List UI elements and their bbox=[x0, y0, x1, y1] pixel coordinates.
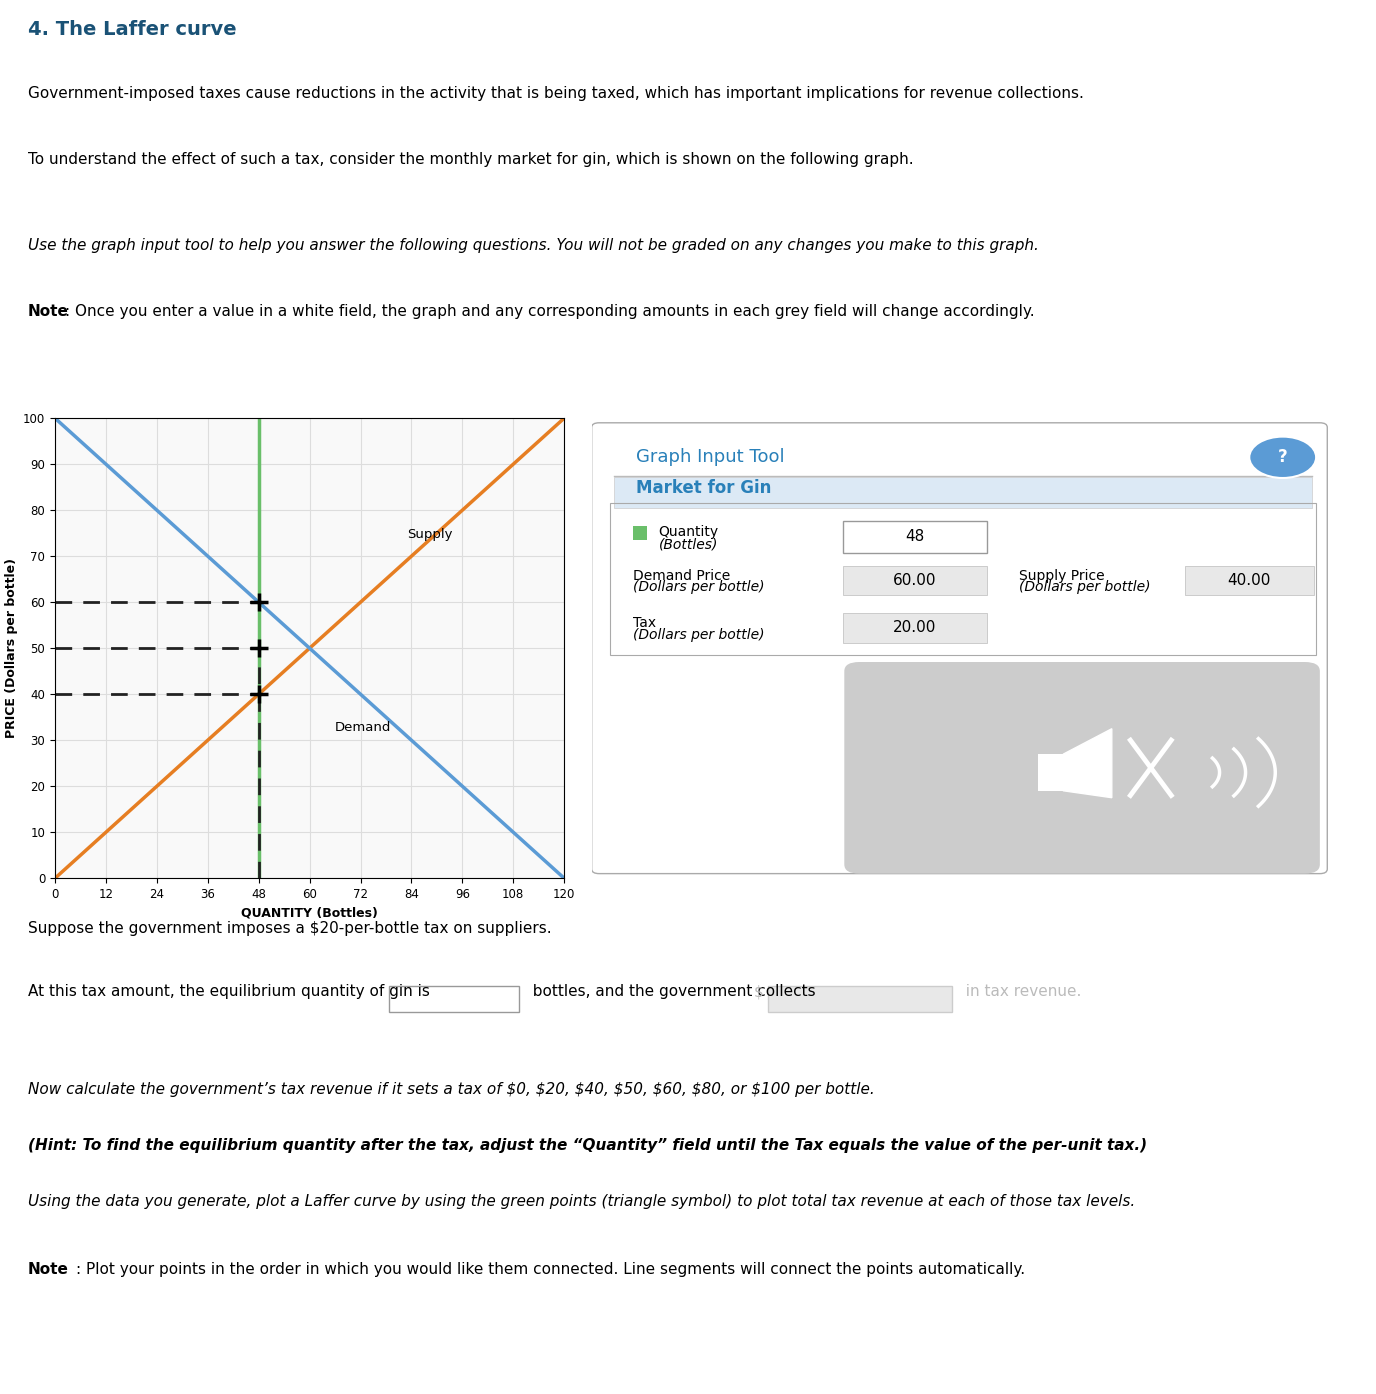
Text: Now calculate the government’s tax revenue if it sets a tax of $0, $20, $40, $50: Now calculate the government’s tax reven… bbox=[28, 1082, 879, 1097]
FancyBboxPatch shape bbox=[1185, 566, 1314, 595]
Text: 4. The Laffer curve: 4. The Laffer curve bbox=[28, 20, 237, 39]
Circle shape bbox=[1249, 436, 1315, 478]
Text: : Plot your points in the order in which you would like them connected. Line seg: : Plot your points in the order in which… bbox=[76, 1263, 1025, 1277]
Bar bbox=[633, 527, 648, 539]
Text: 48: 48 bbox=[905, 528, 925, 544]
Text: Note: Note bbox=[28, 1263, 69, 1277]
Bar bbox=[614, 477, 1313, 507]
FancyBboxPatch shape bbox=[768, 986, 952, 1012]
Text: At this tax amount, the equilibrium quantity of gin is: At this tax amount, the equilibrium quan… bbox=[28, 984, 429, 999]
Text: (Dollars per bottle): (Dollars per bottle) bbox=[633, 580, 764, 594]
Text: 20.00: 20.00 bbox=[893, 620, 937, 636]
FancyBboxPatch shape bbox=[843, 566, 987, 595]
Text: Government-imposed taxes cause reductions in the activity that is being taxed, w: Government-imposed taxes cause reduction… bbox=[28, 86, 1083, 100]
Text: Note: Note bbox=[28, 304, 69, 319]
Text: ?: ? bbox=[1278, 449, 1288, 467]
Text: 40.00: 40.00 bbox=[1227, 573, 1271, 588]
Text: bottles, and the government collects: bottles, and the government collects bbox=[523, 984, 816, 999]
Polygon shape bbox=[1064, 729, 1112, 797]
Text: Graph Input Tool: Graph Input Tool bbox=[636, 447, 784, 466]
Text: (Bottles): (Bottles) bbox=[659, 537, 718, 551]
FancyBboxPatch shape bbox=[843, 613, 987, 643]
FancyBboxPatch shape bbox=[592, 422, 1328, 874]
Text: Demand: Demand bbox=[336, 721, 391, 735]
FancyBboxPatch shape bbox=[843, 521, 987, 552]
Text: (Dollars per bottle): (Dollars per bottle) bbox=[633, 627, 764, 641]
Text: Demand Price: Demand Price bbox=[633, 569, 729, 583]
Y-axis label: PRICE (Dollars per bottle): PRICE (Dollars per bottle) bbox=[4, 558, 18, 739]
Text: (Dollars per bottle): (Dollars per bottle) bbox=[1018, 580, 1150, 594]
Text: Tax: Tax bbox=[633, 616, 656, 630]
Text: (Hint: To find the equilibrium quantity after the tax, adjust the “Quantity” fie: (Hint: To find the equilibrium quantity … bbox=[28, 1138, 1152, 1153]
X-axis label: QUANTITY (Bottles): QUANTITY (Bottles) bbox=[241, 906, 378, 920]
Text: Market for Gin: Market for Gin bbox=[636, 480, 772, 496]
Text: Supply: Supply bbox=[407, 528, 453, 541]
Text: To understand the effect of such a tax, consider the monthly market for gin, whi: To understand the effect of such a tax, … bbox=[28, 152, 914, 167]
Text: Supply Price: Supply Price bbox=[1018, 569, 1105, 583]
Bar bbox=[1038, 754, 1064, 790]
FancyBboxPatch shape bbox=[389, 986, 519, 1012]
Text: Quantity: Quantity bbox=[659, 526, 718, 539]
Text: in tax revenue.: in tax revenue. bbox=[956, 984, 1082, 999]
Text: Suppose the government imposes a $20-per-bottle tax on suppliers.: Suppose the government imposes a $20-per… bbox=[28, 920, 552, 935]
Text: : Once you enter a value in a white field, the graph and any corresponding amoun: : Once you enter a value in a white fiel… bbox=[65, 304, 1035, 319]
Text: Using the data you generate, plot a Laffer curve by using the green points (tria: Using the data you generate, plot a Laff… bbox=[28, 1193, 1135, 1209]
Text: $: $ bbox=[754, 984, 764, 999]
FancyBboxPatch shape bbox=[845, 662, 1320, 874]
Text: Use the graph input tool to help you answer the following questions. You will no: Use the graph input tool to help you ans… bbox=[28, 238, 1039, 254]
Text: 60.00: 60.00 bbox=[893, 573, 937, 588]
